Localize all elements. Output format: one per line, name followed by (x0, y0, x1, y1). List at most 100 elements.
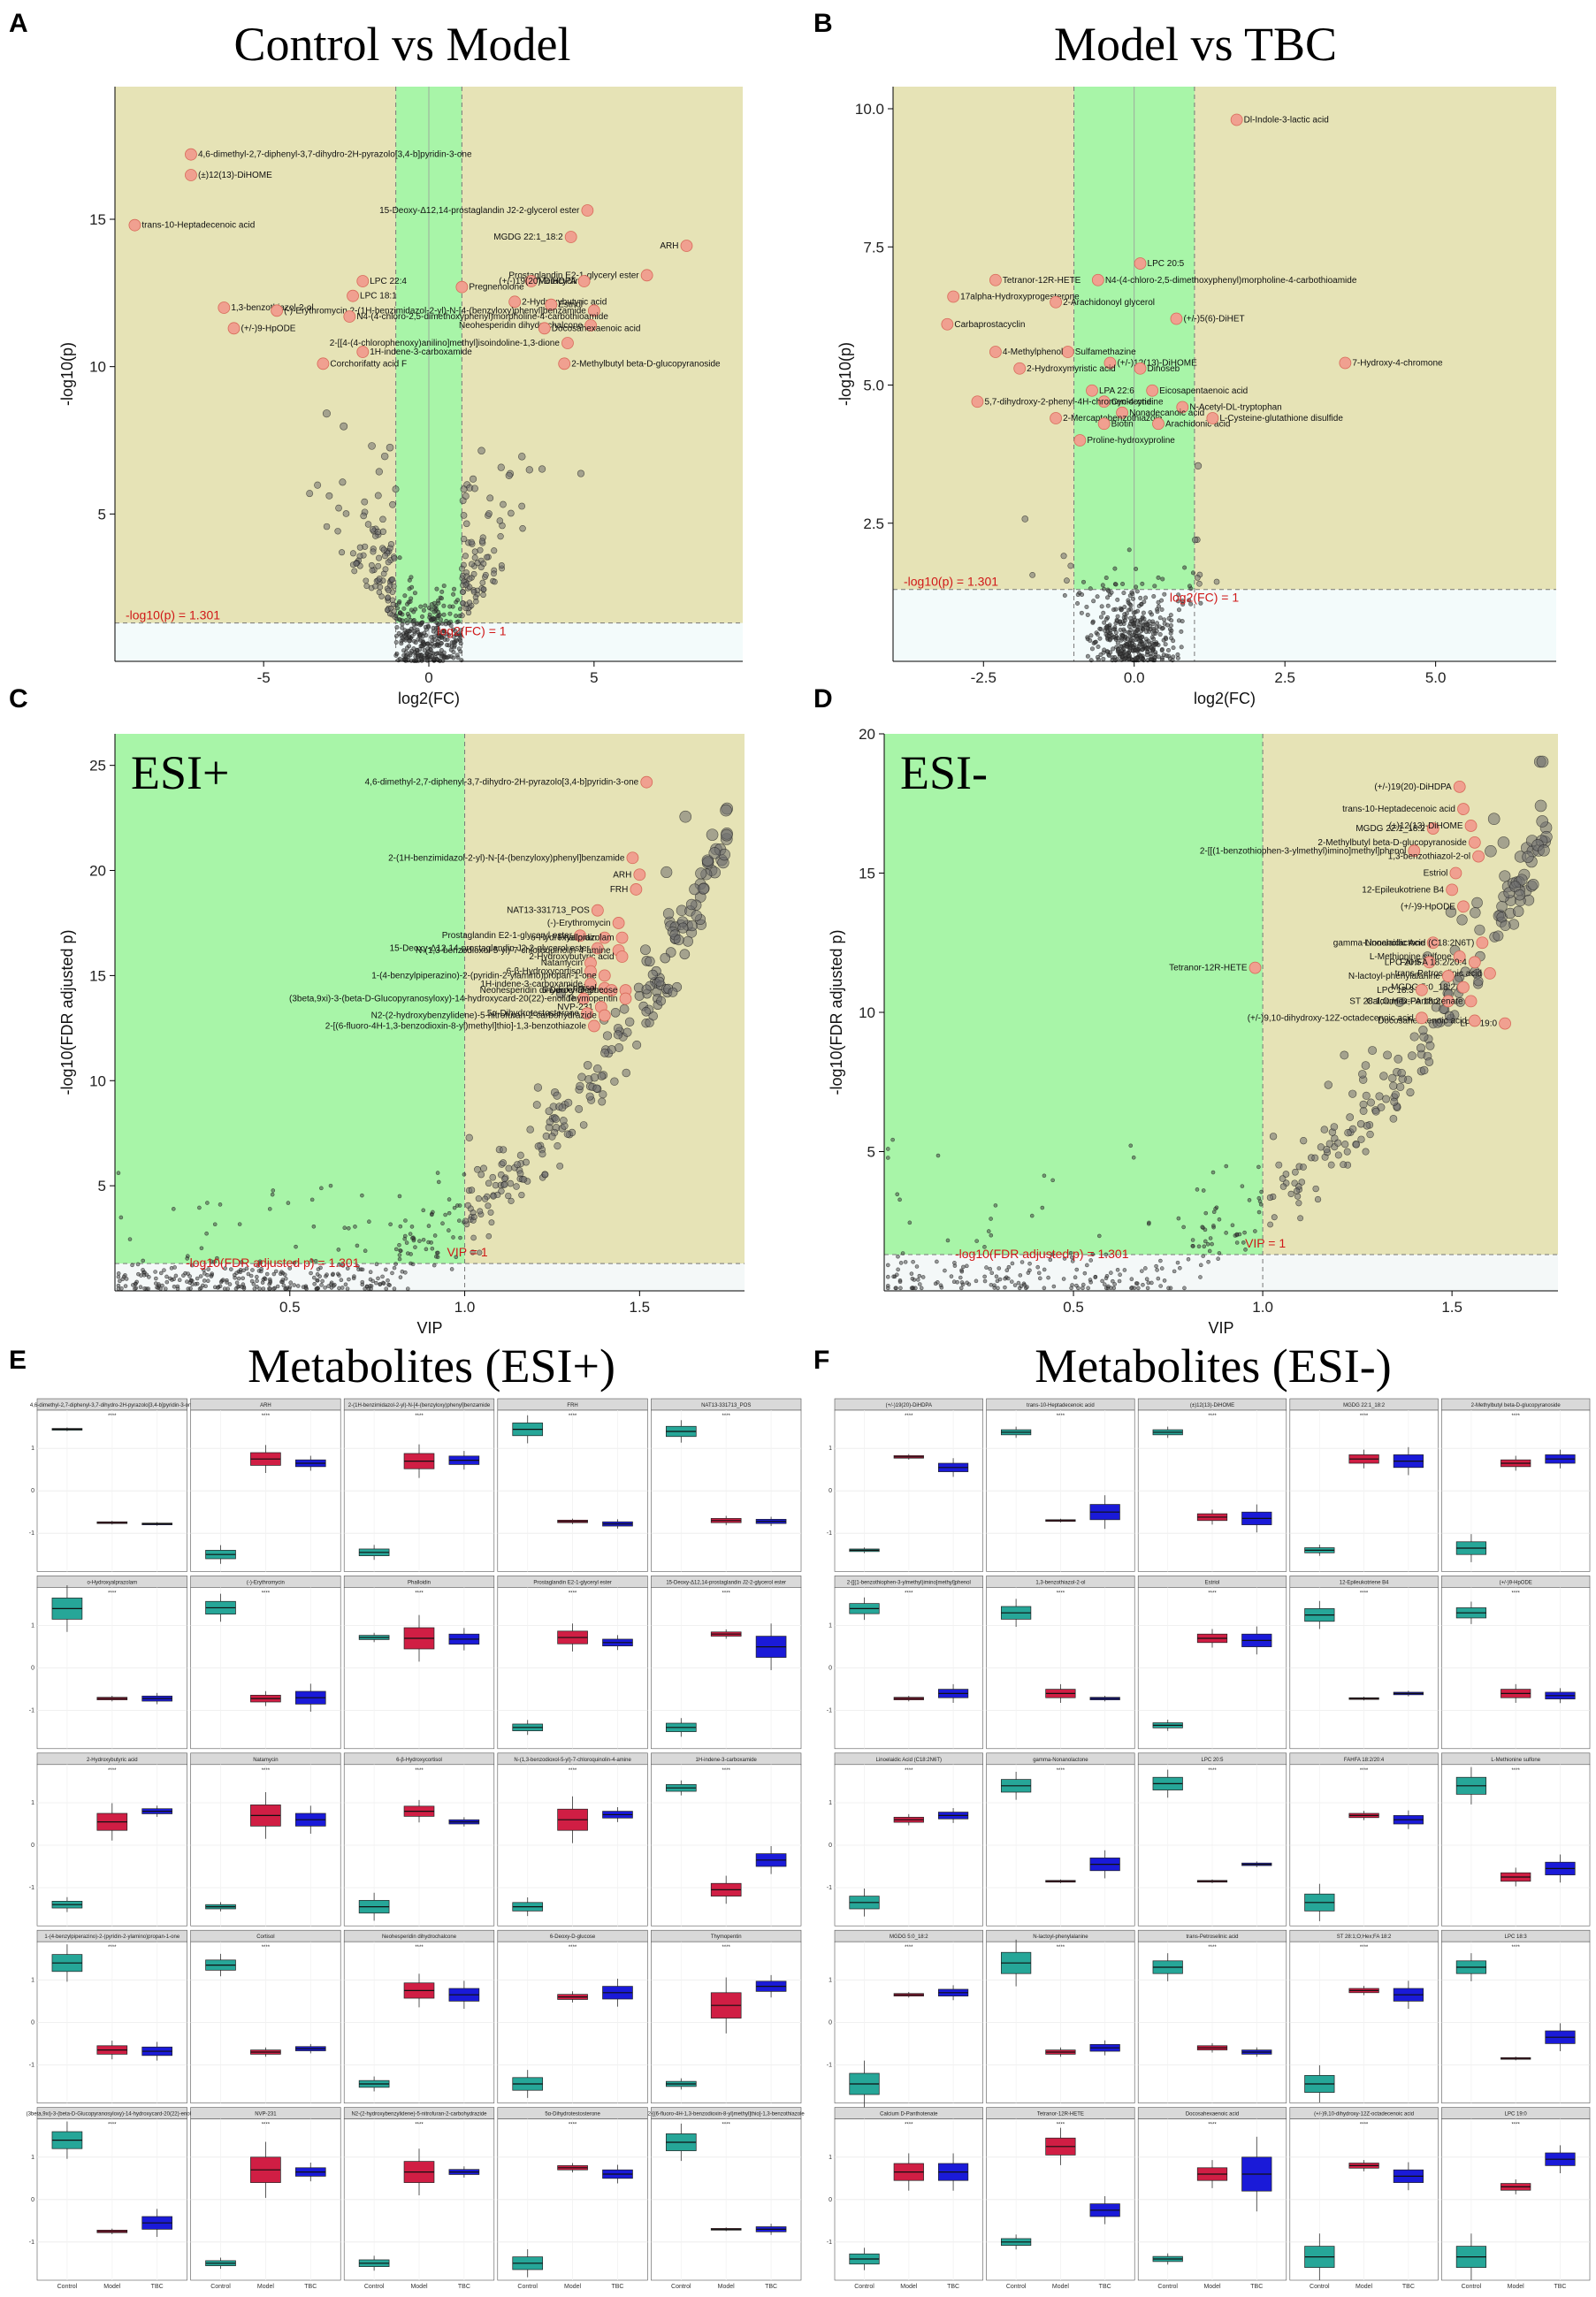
data-point (1038, 1276, 1042, 1281)
y-tick-label: -1 (29, 1530, 34, 1537)
data-point (429, 635, 434, 640)
point-label: N-(1,3-benzodioxol-5-yl)-7-chloroquinoli… (416, 946, 611, 956)
data-point (255, 1285, 259, 1289)
data-point (1340, 1161, 1348, 1169)
data-point (555, 988, 566, 999)
x-tick-label: Model (257, 2284, 275, 2290)
data-point (430, 638, 435, 644)
data-point (1101, 586, 1106, 591)
point-label: Natamycin (541, 958, 583, 968)
data-point (134, 1281, 138, 1286)
data-point (468, 561, 475, 568)
data-point (1130, 621, 1135, 626)
x-axis-label: VIP (416, 1319, 442, 1337)
non-significant-band (884, 1255, 1558, 1291)
data-point (491, 570, 497, 577)
data-point (1180, 599, 1185, 604)
data-point (323, 523, 331, 530)
data-point (403, 1218, 408, 1223)
data-point (895, 1192, 900, 1197)
data-point (1060, 553, 1067, 560)
point-label: 1,3-benzothiazol-2-ol (1388, 852, 1470, 862)
data-point (1158, 1258, 1163, 1263)
point-label: N4-(4-chloro-2,5-dimethoxyphenyl)morphol… (356, 312, 608, 322)
data-point (1295, 1200, 1302, 1207)
data-point (907, 1220, 913, 1225)
data-point (677, 922, 689, 934)
highlighted-point (619, 992, 632, 1005)
data-point (1234, 1240, 1240, 1245)
boxplot-grid-esi-positive: 4,6-dimethyl-2,7-diphenyl-3,7-dihydro-2H… (27, 1398, 805, 2290)
data-point (1267, 1221, 1274, 1228)
data-point (1241, 1240, 1246, 1245)
volcano-plot-control-vs-model: 4,6-dimethyl-2,7-diphenyl-3,7-dihydro-2H… (58, 87, 743, 707)
data-point (1119, 644, 1124, 649)
data-point (1408, 1051, 1417, 1061)
data-point (470, 1234, 477, 1241)
data-point (1361, 1061, 1371, 1070)
data-point (258, 1269, 263, 1274)
data-point (541, 1171, 549, 1179)
metabolite-name: N-lactoyl-phenylalanine (1033, 1935, 1088, 1940)
data-point (1175, 652, 1180, 657)
data-point (454, 1255, 459, 1260)
data-point (390, 1271, 394, 1276)
data-point (533, 1083, 543, 1092)
panel-letter-c: C (9, 684, 28, 714)
data-point (267, 1207, 272, 1211)
data-point (369, 567, 376, 574)
data-point (1190, 1243, 1195, 1248)
data-point (1021, 515, 1029, 523)
highlighted-point (1103, 356, 1117, 370)
data-point (1141, 1282, 1145, 1287)
data-point (1200, 1225, 1205, 1230)
data-point (982, 1278, 988, 1284)
x-tick-label: Model (564, 2284, 582, 2290)
metabolite-name: Docosahexaenoic acid (1186, 2112, 1239, 2118)
data-point (156, 1286, 161, 1290)
data-point (1389, 1081, 1398, 1090)
highlighted-point (1249, 961, 1262, 974)
data-point (1471, 897, 1483, 909)
data-point (367, 1219, 371, 1225)
data-point (1102, 620, 1107, 625)
highlighted-point (598, 931, 611, 944)
data-point (1162, 617, 1167, 622)
data-point (241, 1268, 246, 1273)
x-tick-label: Control (1157, 2284, 1178, 2290)
data-point (202, 1267, 206, 1272)
highlighted-point (1091, 273, 1104, 286)
y-tick-label: 7.5 (863, 239, 884, 256)
data-point (1140, 581, 1145, 586)
boxplot-panel: Estriol**** (1137, 1576, 1287, 1750)
data-point (332, 1282, 337, 1287)
data-point (470, 485, 478, 492)
data-point (397, 555, 402, 561)
x-tick-label: 1.0 (454, 1299, 476, 1316)
data-point (496, 517, 504, 524)
highlighted-point (581, 204, 594, 217)
data-point (335, 504, 342, 512)
data-point (576, 1081, 584, 1091)
data-point (454, 637, 459, 643)
data-point (175, 1284, 180, 1289)
data-point (1095, 631, 1100, 637)
data-point (1162, 1278, 1167, 1283)
vip-threshold-label: VIP = 1 (447, 1245, 488, 1259)
data-point (209, 1274, 214, 1278)
data-point (1391, 1090, 1400, 1099)
data-point (404, 1240, 409, 1245)
data-point (1300, 1137, 1308, 1145)
data-point (1113, 607, 1119, 612)
point-label: 2-Arachidonoyl glycerol (1063, 298, 1155, 308)
point-label: Estriol (1424, 869, 1448, 879)
data-point (1341, 1141, 1349, 1148)
x-tick-label: Control (364, 2284, 385, 2290)
point-label: ST 28:1;O;Hex;FA 18:2 (1349, 996, 1440, 1006)
data-point (1064, 577, 1070, 584)
metabolite-name: N-(1,3-benzodioxol-5-yl)-7-chloroquinoli… (514, 1758, 631, 1763)
data-point (261, 1286, 266, 1291)
point-label: 5α-Dihydrotestosterone (487, 1009, 580, 1019)
x-tick-label: Control (1462, 2284, 1482, 2290)
metabolite-name: (±)12(13)-DiHOME (1190, 1403, 1234, 1408)
